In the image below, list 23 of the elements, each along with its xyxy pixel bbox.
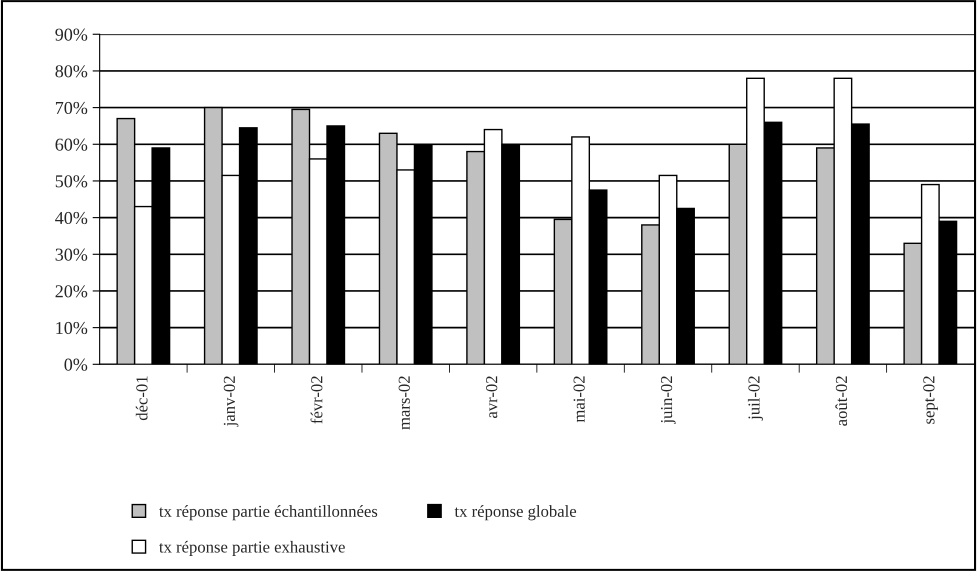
x-tick-label: avr-02 [486, 376, 498, 418]
x-tick-label: mai-02 [574, 376, 585, 422]
y-tick-label: 20% [56, 285, 88, 298]
legend-label: tx réponse partie exhaustive [159, 540, 345, 556]
y-tick-label: 60% [56, 138, 88, 151]
legend-label: tx réponse globale [454, 505, 576, 520]
legend-label: tx réponse partie échantillonnées [159, 505, 378, 520]
y-tick-label: 40% [55, 212, 88, 224]
x-tick-label: juin-02 [660, 376, 676, 424]
y-tick-label: 0% [64, 358, 88, 371]
x-tick-label: juil-02 [748, 376, 764, 420]
x-tick-label: sept-02 [923, 376, 938, 424]
x-tick-label: févr-02 [310, 376, 322, 424]
y-tick-label: 80% [55, 65, 88, 78]
y-tick-label: 70% [56, 102, 88, 114]
x-tick-label: mars-02 [398, 376, 410, 430]
y-tick-label: 30% [56, 248, 88, 261]
x-tick-label: août-02 [835, 376, 848, 426]
y-tick-label: 50% [56, 175, 88, 188]
x-tick-label: janv-02 [224, 376, 238, 427]
x-tick-label: déc-01 [136, 376, 148, 420]
y-tick-label: 90% [55, 28, 88, 41]
y-tick-label: 10% [56, 322, 88, 334]
